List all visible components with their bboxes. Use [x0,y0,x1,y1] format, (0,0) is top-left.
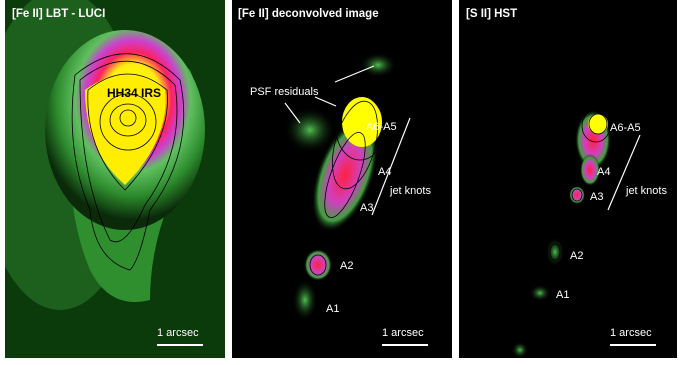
panel-image [0,0,225,358]
page: {"panels": [ {"title": "[Fe II] LBT - LU… [0,0,680,365]
panel-title: [S II] HST [466,8,517,20]
knot-label: A2 [340,260,353,272]
source-label: HH34 IRS [107,86,161,100]
scale-label: 1 arcsec [610,327,652,339]
knot-label: A4 [597,166,610,178]
panel-image [232,0,452,358]
knot-label: A3 [590,191,603,203]
panel-image [459,0,677,358]
annotation: PSF residuals [250,86,319,98]
scale-label: 1 arcsec [382,327,424,339]
knot-label: A6-A5 [610,122,641,134]
knot-label: A1 [326,303,339,315]
panel-title: [Fe II] deconvolved image [238,8,379,20]
knot-label: A2 [570,250,583,262]
knot-label: A6-A5 [366,121,397,133]
knot-label: A3 [360,202,373,214]
panel-title: [Fe II] LBT - LUCI [12,8,105,20]
knot-label: A4 [378,166,391,178]
annotation: jet knots [389,185,431,197]
annotation: jet knots [625,185,667,197]
scale-label: 1 arcsec [157,327,199,339]
figure: [Fe II] LBT - LUCI HH34 IRS 1 arcsec [Fe… [0,0,680,365]
knot-label: A1 [556,289,569,301]
